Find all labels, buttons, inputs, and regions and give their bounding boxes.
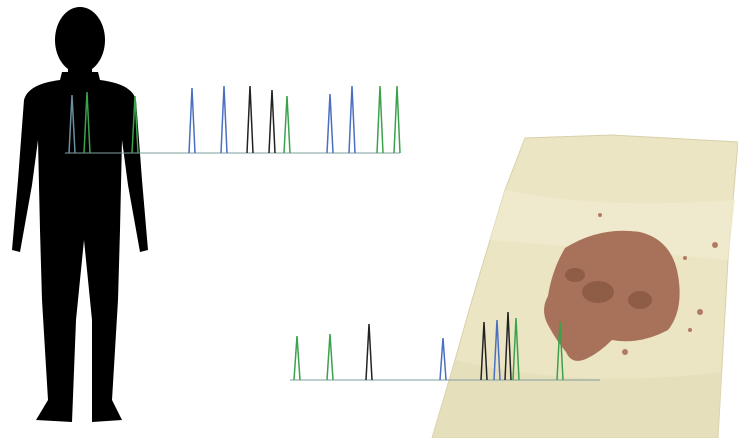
human-silhouette xyxy=(12,7,148,422)
page xyxy=(0,0,738,438)
illustration xyxy=(0,0,738,438)
cloth xyxy=(432,135,738,438)
